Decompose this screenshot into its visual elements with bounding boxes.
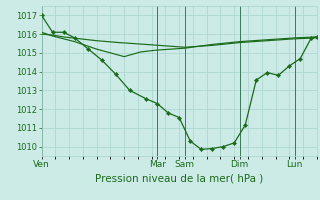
X-axis label: Pression niveau de la mer( hPa ): Pression niveau de la mer( hPa ) <box>95 173 263 183</box>
